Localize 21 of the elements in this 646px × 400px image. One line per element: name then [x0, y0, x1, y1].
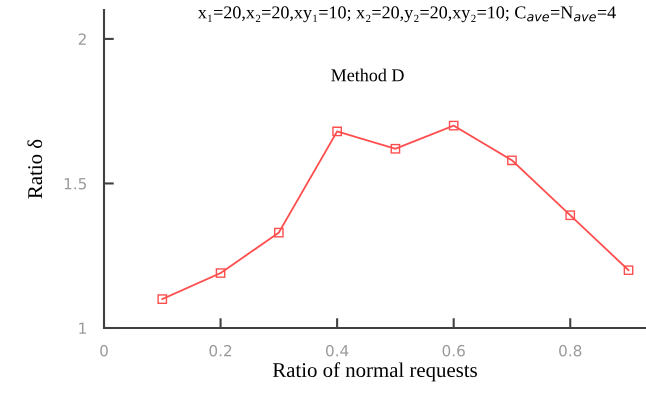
y-tick-label: 1: [79, 322, 86, 334]
y-axis-title: Ratio δ: [27, 140, 42, 198]
point: [565, 210, 576, 220]
x-tick-label: 0: [100, 344, 108, 356]
x-tick-label: 0.6: [442, 344, 465, 356]
x-tick-label: 0.4: [326, 344, 348, 356]
y-tick-label: 2: [78, 33, 86, 45]
point: [448, 120, 459, 130]
point: [507, 155, 517, 166]
chart-title: x₁=20,x₂=20,xy₁=10; x₂=20,y₂=20,xy₂=10; C$_{ave}$=N$_{ave}$=4: [198, 6, 616, 22]
point: [157, 294, 168, 304]
x-axis-title: Ratio of normal requests: [272, 362, 477, 382]
point: [216, 268, 226, 278]
point: [390, 144, 400, 154]
x-tick-label: 0.8: [559, 344, 582, 356]
point: [332, 126, 342, 136]
point: [274, 228, 284, 238]
text: Method D: [331, 68, 404, 82]
x-tick-label: 0.2: [209, 344, 232, 356]
y-tick-label: 1.5: [64, 178, 86, 190]
point: [624, 265, 634, 276]
